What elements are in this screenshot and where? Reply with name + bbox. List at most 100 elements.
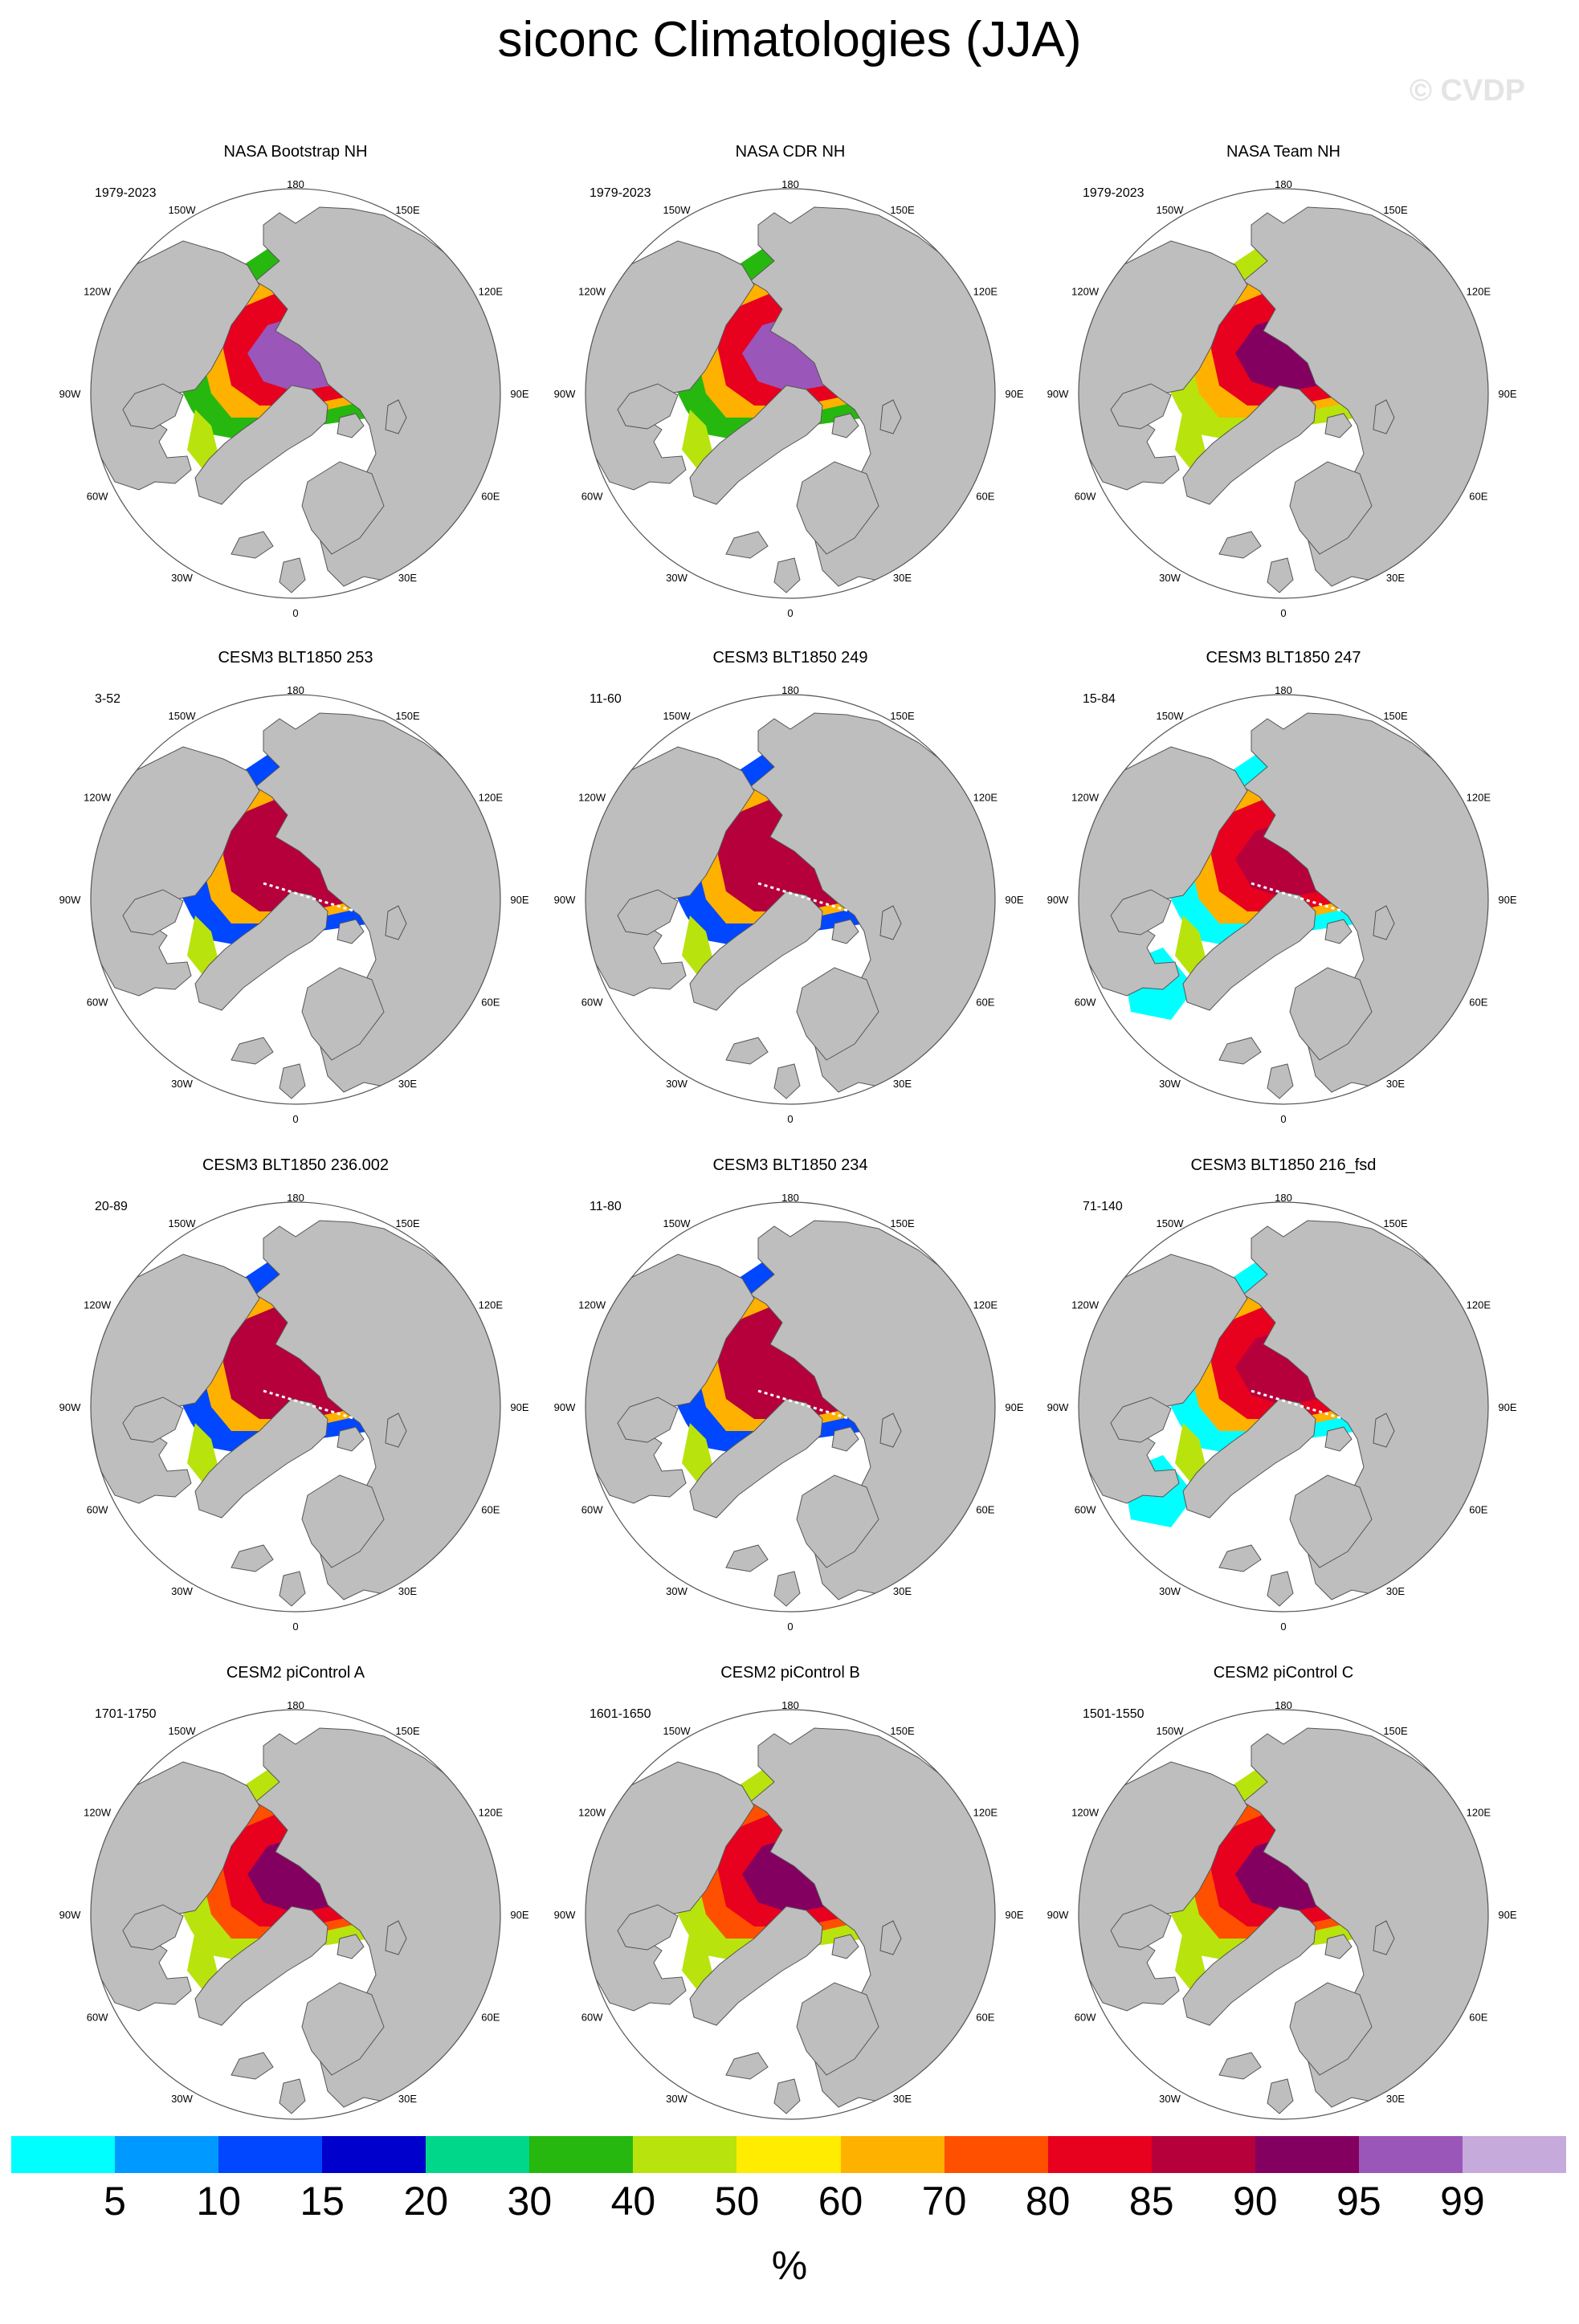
longitude-label: 150W [169,1217,197,1229]
map-border [90,1201,501,1613]
longitude-label: 0 [1280,607,1286,619]
colorbar-units: % [771,2243,808,2288]
longitude-label: 150E [1383,204,1408,216]
colorbar-tick-label: 90 [1232,2179,1278,2224]
land [279,1571,306,1607]
longitude-label: 120E [1467,1807,1491,1819]
colorbar-swatch [840,2136,945,2173]
longitude-label: 30E [893,572,912,584]
longitude-label: 30E [398,2093,417,2105]
land [1218,1544,1262,1572]
land [337,1934,365,1959]
longitude-label: 120W [84,1807,112,1819]
longitude-label: 120W [578,1299,606,1311]
panel-title: CESM2 piControl A [226,1664,365,1682]
land [1324,919,1353,944]
longitude-label: 60E [1469,2012,1487,2024]
longitude-label: 120W [84,1299,112,1311]
longitude-label: 30W [171,2093,193,2105]
land [385,1413,407,1448]
map-border [585,1709,996,2120]
longitude-label: 30W [171,1078,193,1090]
land [1324,1426,1353,1452]
land [1218,531,1262,559]
land [337,1426,365,1452]
longitude-label: 90E [1005,1401,1023,1413]
longitude-label: 60E [1469,491,1487,503]
land [1242,1727,1488,2108]
land [279,557,306,593]
longitude-label: 90W [554,388,576,400]
longitude-label: 150E [890,1725,915,1737]
land [122,1396,184,1443]
longitude-label: 180 [781,1699,799,1711]
colorbar-swatch [322,2136,426,2173]
longitude-label: 180 [287,178,304,190]
longitude-label: 30E [893,1078,912,1090]
longitude-label: 60W [87,1504,108,1516]
panel-title: CESM3 BLT1850 216_fsd [1191,1156,1377,1174]
longitude-label: 0 [787,1113,793,1125]
panel-years: 3-52 [95,692,120,706]
longitude-label: 90W [1047,894,1069,906]
watermark-text: © CVDP [1410,74,1526,108]
land [122,383,184,430]
longitude-label: 150W [1157,204,1185,216]
longitude-label: 120E [973,792,998,804]
longitude-label: 90W [554,894,576,906]
land [617,383,679,430]
land [301,1982,385,2076]
longitude-label: 120E [1467,792,1491,804]
longitude-label: 150E [1383,710,1408,722]
longitude-label: 90E [1498,894,1516,906]
land [1182,1398,1316,1519]
land [301,461,385,555]
land [796,967,879,1061]
land [1242,712,1488,1093]
longitude-label: 30W [1159,1585,1181,1597]
longitude-label: 90E [510,388,528,400]
longitude-label: 150W [169,710,197,722]
map-panel: CESM3 BLT1850 234 11-80 180 150E 120E 90E 60E 3… [554,1156,1024,1633]
map-border [90,694,501,1105]
longitude-label: 180 [781,684,799,696]
panel-years: 1501-1550 [1083,1707,1144,1721]
longitude-label: 90E [1005,894,1023,906]
land [689,891,823,1011]
longitude-label: 150E [395,204,420,216]
land [1267,2078,1294,2114]
panel-title: CESM3 BLT1850 234 [712,1156,867,1174]
longitude-label: 120E [973,286,998,298]
longitude-label: 180 [1275,684,1292,696]
colorbar-tick-label: 80 [1025,2179,1071,2224]
map-panel: CESM2 piControl B 1601-1650 180 150E 120E 90E… [554,1664,1024,2120]
land [1242,1220,1488,1600]
land [749,712,995,1093]
longitude-label: 30W [1159,2093,1181,2105]
colorbar [11,2136,1567,2173]
map-panels: NASA Bootstrap NH 1979-2023 180 150E 120E 90E… [59,143,1517,2120]
longitude-label: 30E [398,1585,417,1597]
longitude-label: 0 [292,1113,298,1125]
longitude-label: 90E [510,1401,528,1413]
land [122,1904,184,1951]
longitude-label: 180 [287,1192,304,1204]
land [725,1037,769,1065]
longitude-label: 60E [481,491,500,503]
sea-ice-greenland [1175,915,1207,976]
map-border [585,1201,996,1613]
colorbar-swatch [1047,2136,1153,2173]
longitude-label: 60W [1075,2012,1096,2024]
land [1373,399,1395,434]
land [1289,461,1373,555]
land [1218,2052,1262,2080]
land [1110,1396,1172,1443]
colorbar-swatch [426,2136,530,2173]
longitude-label: 90W [1047,1401,1069,1413]
longitude-label: 60W [87,491,108,503]
map-panel: NASA Bootstrap NH 1979-2023 180 150E 120E 90E… [59,143,529,619]
land [725,1544,769,1572]
colorbar-tick-label: 60 [818,2179,863,2224]
land [1289,1982,1373,2076]
longitude-label: 0 [1280,1621,1286,1633]
